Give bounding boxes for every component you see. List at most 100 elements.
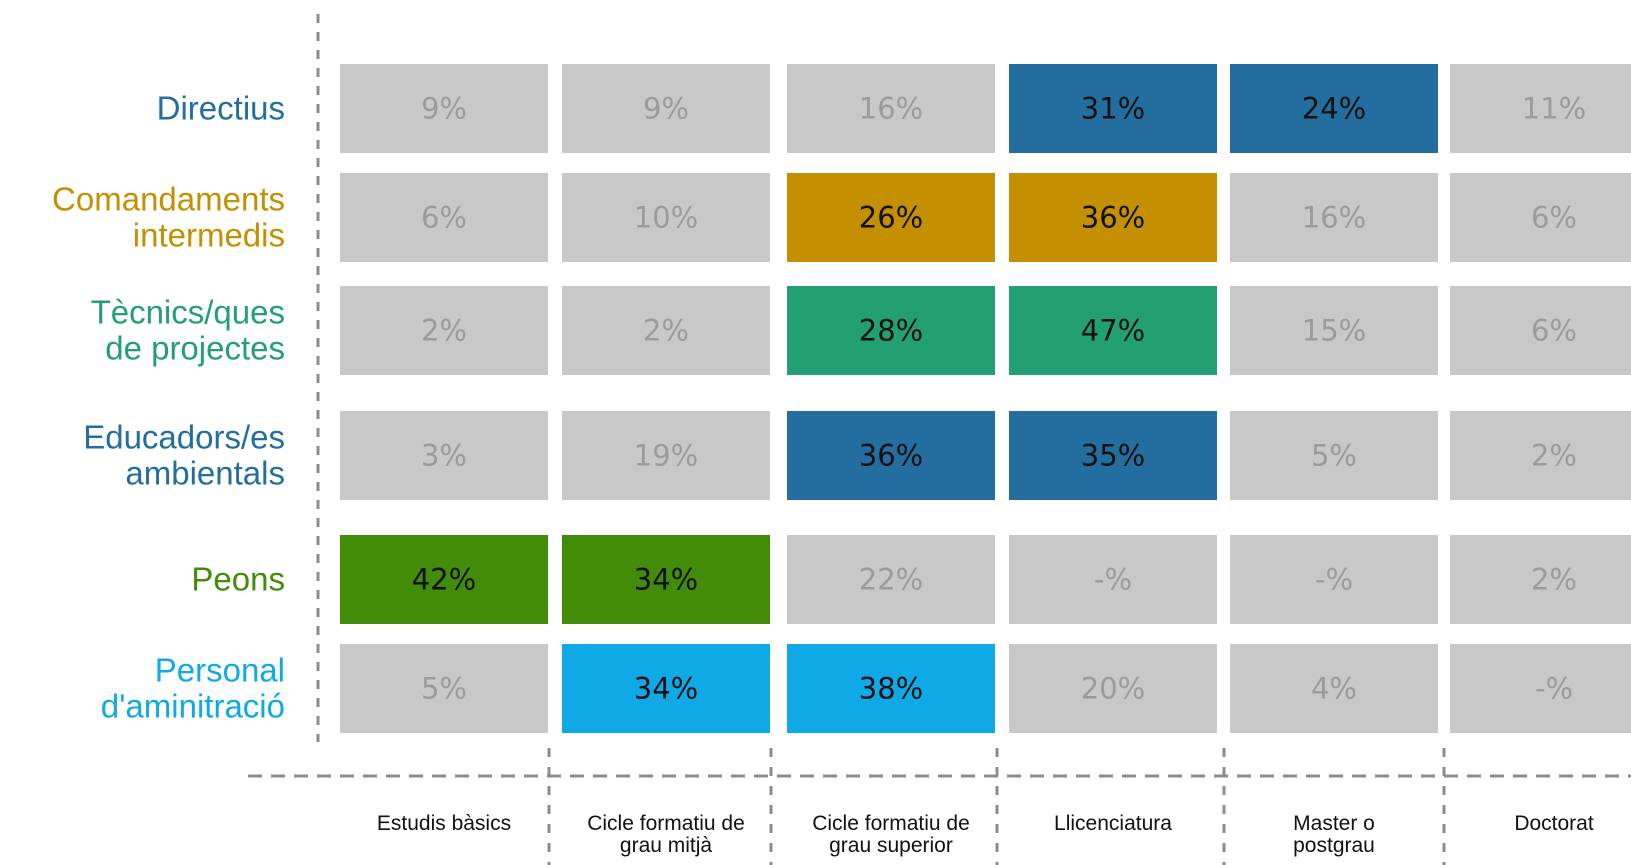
- heatmap-cell: 36%: [1009, 173, 1217, 262]
- row-label: Tècnics/ques de projectes: [91, 294, 285, 367]
- heatmap-cell-value: -%: [1535, 672, 1573, 706]
- heatmap-cell-rect: [340, 173, 548, 262]
- heatmap-cell-rect: [1230, 644, 1438, 733]
- column-label-line: Estudis bàsics: [377, 812, 511, 835]
- heatmap-cell-rect: [1009, 173, 1217, 262]
- heatmap-cell-rect: [787, 411, 995, 500]
- heatmap-cell-rect: [1230, 173, 1438, 262]
- column-label-line: postgrau: [1293, 834, 1375, 857]
- heatmap-cell: 31%: [1009, 64, 1217, 153]
- heatmap-cell: 2%: [340, 286, 548, 375]
- row-label: Personal d'aminitració: [101, 652, 285, 725]
- heatmap-cell: 11%: [1450, 64, 1631, 153]
- heatmap-cell-value: 2%: [643, 314, 689, 348]
- column-label-line: Master o: [1293, 812, 1375, 835]
- heatmap-cell-rect: [1450, 644, 1631, 733]
- column-label-line: Doctorat: [1514, 812, 1594, 835]
- heatmap-cell-value: 34%: [634, 672, 698, 706]
- heatmap-cell-value: 5%: [1311, 439, 1357, 473]
- dashed-dividers: [248, 14, 1631, 865]
- column-label: Cicle formatiu de grau superior: [812, 812, 970, 857]
- heatmap-cell-value: 38%: [859, 672, 923, 706]
- heatmap-cell: 34%: [562, 535, 770, 624]
- heatmap-cell: 2%: [562, 286, 770, 375]
- heatmap-cell-value: 2%: [1531, 439, 1577, 473]
- row-label: Educadors/es ambientals: [83, 419, 285, 492]
- heatmap-cell-value: 16%: [859, 92, 923, 126]
- row-label-line: ambientals: [125, 455, 285, 492]
- heatmap-cell-rect: [787, 173, 995, 262]
- heatmap-cell-rect: [1450, 64, 1631, 153]
- heatmap-cell-rect: [787, 286, 995, 375]
- heatmap-cell-rect: [1009, 411, 1217, 500]
- heatmap-cell-rect: [1009, 644, 1217, 733]
- row-label-line: d'aminitració: [101, 688, 285, 725]
- heatmap-cell-rect: [1009, 535, 1217, 624]
- heatmap-cell-value: -%: [1315, 563, 1353, 597]
- heatmap-cell-value: 10%: [634, 201, 698, 235]
- heatmap-cell-value: 28%: [859, 314, 923, 348]
- row-label: Directius: [157, 90, 285, 127]
- heatmap-cell-value: 36%: [859, 439, 923, 473]
- heatmap-cell-rect: [340, 64, 548, 153]
- heatmap-cell: 15%: [1230, 286, 1438, 375]
- row-label-line: intermedis: [133, 217, 285, 254]
- heatmap-cell-rect: [1230, 64, 1438, 153]
- heatmap-cell: 5%: [340, 644, 548, 733]
- row-label-line: Comandaments: [52, 181, 285, 218]
- heatmap-cell-value: 2%: [421, 314, 467, 348]
- row-label-line: de projectes: [105, 330, 285, 367]
- heatmap-cell-rect: [1450, 535, 1631, 624]
- row-label-line: Directius: [157, 90, 285, 127]
- heatmap-cell-rect: [1009, 64, 1217, 153]
- heatmap-cell-value: 24%: [1302, 92, 1366, 126]
- column-label-line: Cicle formatiu de: [587, 812, 745, 835]
- heatmap-cell-value: 35%: [1081, 439, 1145, 473]
- heatmap-cell-value: 20%: [1081, 672, 1145, 706]
- heatmap-cell-rect: [562, 173, 770, 262]
- heatmap-cell-rect: [787, 535, 995, 624]
- heatmap-cell-value: 47%: [1081, 314, 1145, 348]
- heatmap-cell: 19%: [562, 411, 770, 500]
- row-label: Peons: [191, 561, 285, 598]
- heatmap-cell: 36%: [787, 411, 995, 500]
- heatmap-cell: 20%: [1009, 644, 1217, 733]
- heatmap-cell: 4%: [1230, 644, 1438, 733]
- heatmap-cell: 2%: [1450, 535, 1631, 624]
- heatmap-cell: 5%: [1230, 411, 1438, 500]
- heatmap-cell: 6%: [1450, 173, 1631, 262]
- heatmap-cell: 38%: [787, 644, 995, 733]
- column-label: Doctorat: [1514, 812, 1594, 835]
- heatmap-cells: 9% 9% 16% 31% 24% 11% 6% 10% 26% 36% 16% 6% 2% 2% 28% 4…: [340, 64, 1631, 733]
- heatmap-cell-value: 9%: [421, 92, 467, 126]
- heatmap-cell-value: 6%: [1531, 201, 1577, 235]
- heatmap-cell-value: 22%: [859, 563, 923, 597]
- row-label-line: Personal: [155, 652, 285, 689]
- column-label: Estudis bàsics: [377, 812, 511, 835]
- heatmap-cell-value: 31%: [1081, 92, 1145, 126]
- heatmap-cell-value: 6%: [1531, 314, 1577, 348]
- heatmap-cell-rect: [1450, 411, 1631, 500]
- heatmap-cell-rect: [1230, 286, 1438, 375]
- heatmap-cell-value: 9%: [643, 92, 689, 126]
- heatmap-cell: 42%: [340, 535, 548, 624]
- heatmap-cell: 9%: [562, 64, 770, 153]
- heatmap-cell-value: 15%: [1302, 314, 1366, 348]
- heatmap-cell-rect: [562, 286, 770, 375]
- heatmap-cell-rect: [1009, 286, 1217, 375]
- heatmap-cell-value: 5%: [421, 672, 467, 706]
- heatmap-cell-value: -%: [1094, 563, 1132, 597]
- heatmap-cell-rect: [1230, 411, 1438, 500]
- heatmap-cell: -%: [1009, 535, 1217, 624]
- heatmap-cell: 35%: [1009, 411, 1217, 500]
- heatmap-cell: 34%: [562, 644, 770, 733]
- heatmap-cell: 3%: [340, 411, 548, 500]
- heatmap-cell-rect: [787, 64, 995, 153]
- column-label-line: grau superior: [829, 834, 953, 857]
- heatmap-cell-rect: [1450, 286, 1631, 375]
- heatmap-cell-value: 42%: [412, 563, 476, 597]
- column-label-line: Llicenciatura: [1054, 812, 1172, 835]
- heatmap-cell-rect: [787, 644, 995, 733]
- heatmap-cell-rect: [1450, 173, 1631, 262]
